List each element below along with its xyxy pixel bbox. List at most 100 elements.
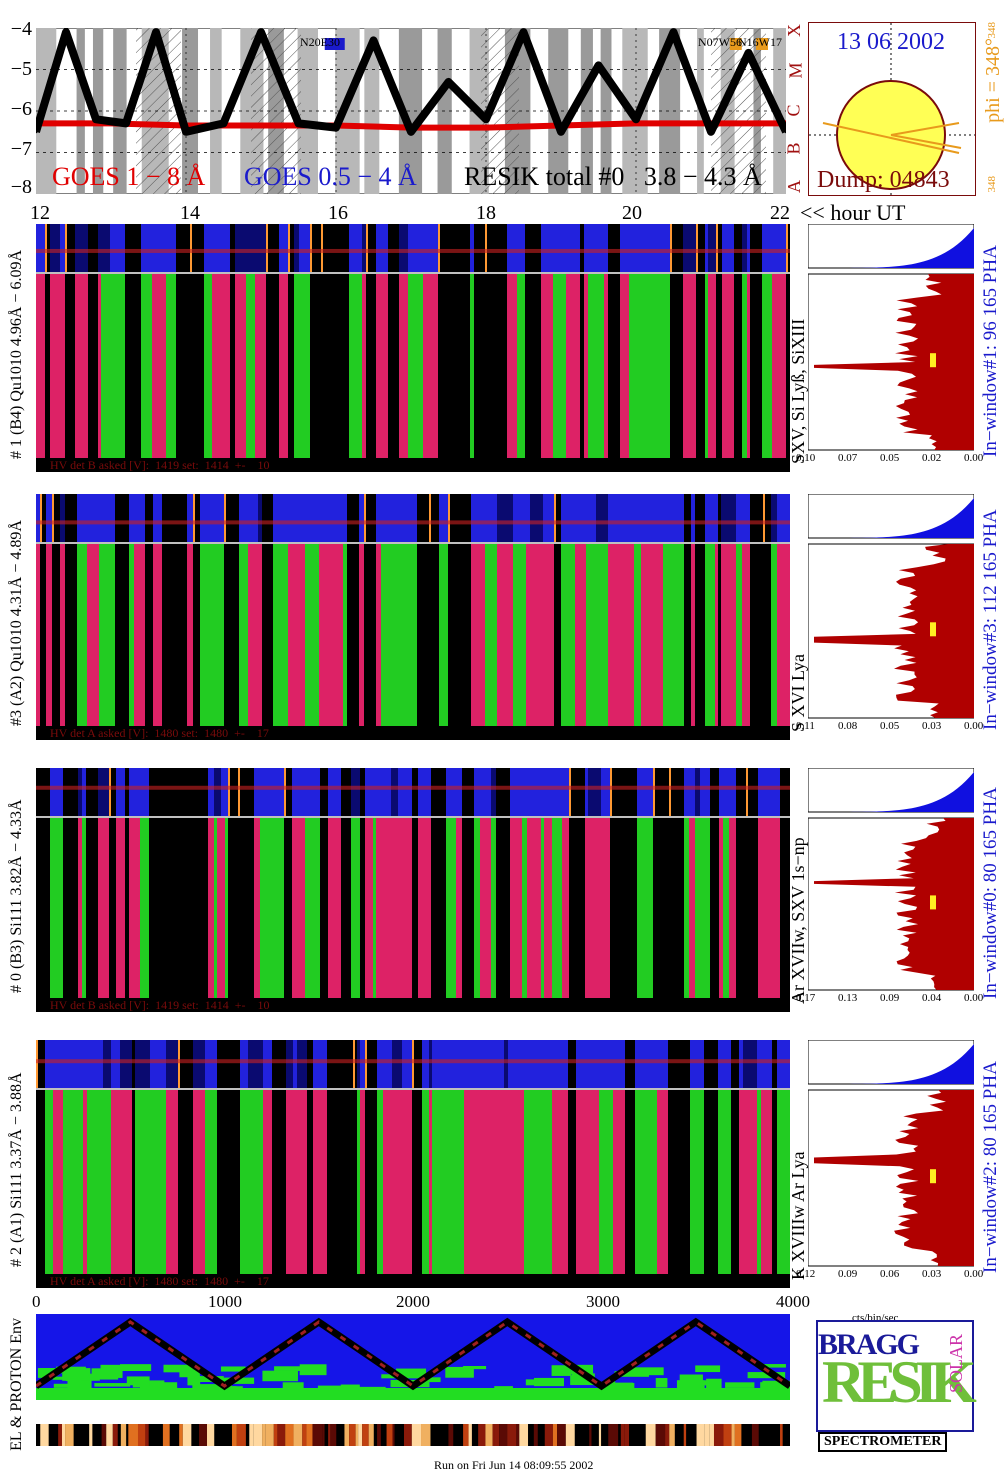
spectrogram-column	[288, 224, 290, 272]
strip-segment	[709, 1424, 714, 1446]
strip-segment	[253, 1424, 263, 1446]
spectrogram-column	[604, 224, 608, 272]
region-marker	[756, 38, 768, 50]
spectrogram-column	[620, 274, 629, 458]
spectrogram-column	[120, 224, 125, 272]
strip-segment	[665, 1424, 670, 1446]
spectrogram-column	[471, 494, 485, 542]
spectrogram-column	[596, 494, 608, 542]
spectrogram-column	[78, 768, 82, 816]
line-identification: Ar XVIIw, SXV 1s−np	[788, 837, 808, 1004]
spectrogram-column	[235, 274, 246, 458]
spectrogram-column	[129, 494, 134, 542]
strip-segment	[723, 1424, 732, 1446]
spectrogram-column	[742, 494, 750, 542]
spectrogram-column	[299, 494, 305, 542]
spectrogram-column	[772, 224, 778, 272]
spectrogram-column	[178, 1040, 180, 1088]
goes-y-tick: −8	[10, 176, 32, 198]
spectrogram-column	[373, 818, 376, 998]
spectrogram-column	[293, 1040, 297, 1088]
spectrogram-column	[328, 818, 341, 998]
strip-segment	[377, 1424, 381, 1446]
spectrogram-column	[739, 1040, 743, 1088]
spectrogram-column	[635, 224, 644, 272]
spectrogram-column	[766, 818, 780, 998]
pha-tick: 0.07	[838, 452, 858, 464]
spectrogram-column	[708, 544, 715, 726]
spectrogram-column	[98, 224, 101, 272]
strip-segment	[344, 1424, 350, 1446]
spectrogram-column	[497, 494, 513, 542]
spectrogram-column	[36, 494, 40, 542]
data-point	[597, 63, 600, 67]
pha-x-axis: 0.11 0.08 0.05 0.03 0.00	[796, 720, 983, 734]
spectrogram-column	[729, 768, 736, 816]
spectrogram-column	[365, 768, 373, 816]
time-axis-unit: << hour UT	[800, 200, 906, 225]
spectrogram-column	[641, 494, 647, 542]
spectrogram-column	[438, 224, 440, 272]
strip-segment	[120, 1424, 127, 1446]
env-patch	[679, 1374, 703, 1382]
spectrogram-column	[777, 1040, 781, 1088]
env-patch	[163, 1364, 194, 1373]
spectrogram-column	[79, 1090, 83, 1274]
strip-segment	[403, 1424, 412, 1446]
spectrogram-column	[758, 818, 766, 998]
spectrogram-column	[50, 274, 60, 458]
strip-segment	[265, 1424, 274, 1446]
window-marker	[930, 353, 936, 368]
spectrogram-column	[513, 544, 526, 726]
spectrogram-column	[456, 818, 459, 998]
channel-label: # 0 (B3) Si111 3.82Å − 4.33Å	[8, 799, 25, 993]
strip-segment	[645, 1424, 656, 1446]
pha-x-axis: 0.10 0.07 0.05 0.02 0.00	[796, 452, 984, 466]
spectrogram-column	[583, 1090, 599, 1274]
pha-tick: 0.10	[796, 452, 816, 464]
spectrogram-column	[166, 274, 176, 458]
spectrogram-column	[562, 818, 569, 998]
spectrogram-column	[116, 818, 125, 998]
env-panel-label: EL & PROTON Env	[8, 1318, 25, 1451]
strip-segment	[704, 1424, 710, 1446]
spectrogram-column	[532, 818, 541, 998]
spectrogram-column	[663, 544, 675, 726]
spectrogram-column	[530, 544, 543, 726]
spectrogram-column	[40, 494, 42, 542]
spectrogram-column	[423, 274, 438, 458]
pha-tick: 0.00	[964, 452, 984, 464]
pha-tick: 0.02	[922, 452, 942, 464]
spectrogram-column	[491, 818, 496, 998]
strip-segment	[293, 1424, 303, 1446]
spectrogram-column	[214, 818, 217, 998]
strip-segment	[557, 1424, 566, 1446]
spectrogram-column	[63, 1090, 79, 1274]
spectrogram-column	[120, 1040, 132, 1088]
pha-histogram	[808, 224, 974, 451]
spectrogram-column	[297, 1090, 307, 1274]
env-patch	[676, 1380, 705, 1391]
spectrogram-column	[305, 494, 319, 542]
spectrogram-column	[586, 544, 596, 726]
env-patch	[274, 1366, 309, 1371]
spectrogram-column	[736, 494, 742, 542]
strip-segment	[89, 1424, 93, 1446]
spectrogram-column	[77, 544, 87, 726]
spectrogram-column	[87, 494, 99, 542]
spectrogram-column	[432, 1040, 448, 1088]
spectrogram-column	[544, 818, 552, 998]
env-patch	[396, 1368, 427, 1378]
spectrogram-column	[153, 1090, 166, 1274]
env-patch	[120, 1364, 152, 1372]
spectrogram-column	[82, 768, 86, 816]
spectrogram-column	[513, 494, 526, 542]
strip-segment	[101, 1424, 107, 1446]
spectrogram-column	[684, 818, 689, 998]
spectrogram-column	[129, 768, 140, 816]
spectrogram-column	[439, 494, 448, 542]
strip-segment	[589, 1424, 592, 1446]
spectrogram-column	[299, 224, 307, 272]
env-patch	[179, 1369, 200, 1378]
spectrogram-column	[263, 1040, 272, 1088]
